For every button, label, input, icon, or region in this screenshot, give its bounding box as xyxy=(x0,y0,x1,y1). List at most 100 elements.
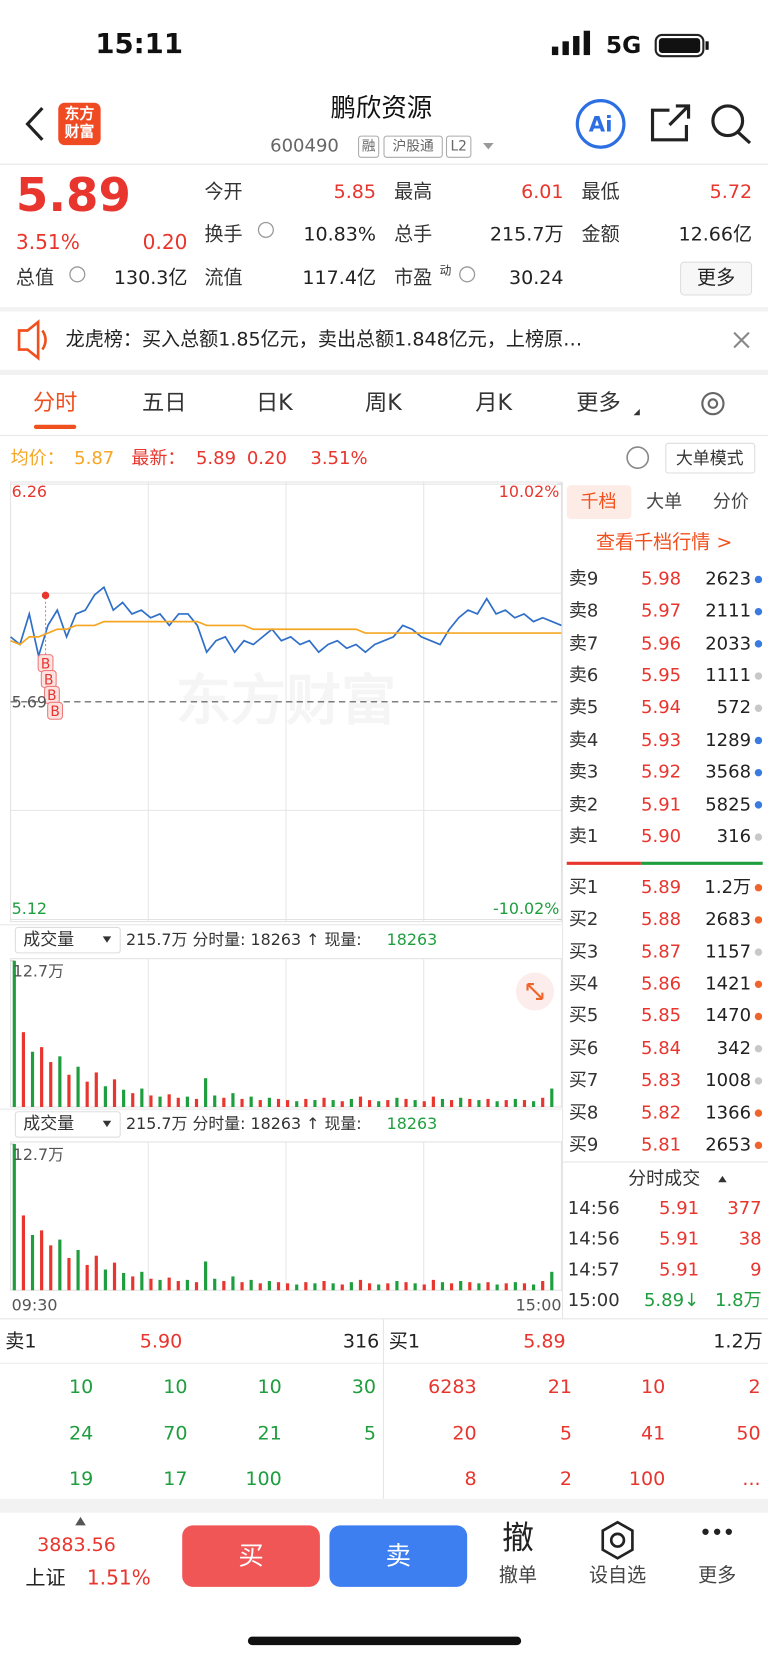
index-value: 3883.56 xyxy=(37,1534,116,1557)
volume-title[interactable]: 成交量 xyxy=(23,929,75,950)
stat-label: 总值 xyxy=(15,267,55,290)
info-icon xyxy=(257,221,274,238)
book-price: 5.93 xyxy=(641,729,682,751)
volume-bar xyxy=(413,1100,417,1107)
stat-label: 市盈 xyxy=(394,267,433,290)
volume-bar xyxy=(258,1283,262,1291)
queue-value: 20 xyxy=(452,1422,477,1445)
volume-bar xyxy=(30,1051,35,1107)
volume-bar xyxy=(122,1089,126,1107)
book-price: 5.92 xyxy=(641,761,682,784)
volume-bar xyxy=(204,1078,208,1107)
trade-price: 5.89↓ xyxy=(643,1290,700,1312)
queue-value: 100 xyxy=(245,1468,282,1491)
buy-button[interactable] xyxy=(182,1525,320,1587)
book-dot xyxy=(754,883,763,892)
volume-bar xyxy=(12,960,16,1107)
volume-bar xyxy=(213,1278,217,1291)
tab[interactable]: 分时 xyxy=(32,390,78,416)
book-price: 5.95 xyxy=(641,665,682,687)
info-avg-label: 均价： xyxy=(10,447,65,470)
volume-bar xyxy=(85,1081,89,1107)
book-label: 买2 xyxy=(568,909,599,931)
stat-label: 总手 xyxy=(394,223,433,246)
volume-bar xyxy=(541,1097,545,1107)
book-link[interactable]: 查看千档行情 > xyxy=(595,531,733,555)
cancel-icon[interactable]: 撤 xyxy=(502,1520,534,1558)
book-price: 5.84 xyxy=(641,1037,682,1060)
big-order-text[interactable]: 大单模式 xyxy=(675,448,744,469)
more-text[interactable]: 更多 xyxy=(697,267,736,290)
volume-select[interactable] xyxy=(14,926,121,954)
book-label: 买7 xyxy=(568,1070,599,1092)
book-dot xyxy=(754,1077,763,1085)
book-price: 5.89 xyxy=(641,876,682,899)
logo-text: 东方 xyxy=(64,105,95,123)
big-order-button[interactable] xyxy=(665,442,756,474)
l1-label: 买1 xyxy=(388,1330,420,1353)
x-tick-label: 15:00 xyxy=(515,1295,562,1315)
book-tab[interactable]: 分价 xyxy=(712,491,749,513)
volume-bar xyxy=(67,1074,71,1107)
volume-bar xyxy=(249,1279,253,1291)
stat-value: 30.24 xyxy=(508,267,564,290)
tab[interactable]: 日K xyxy=(255,390,293,416)
stat-value: 6.01 xyxy=(521,181,564,204)
tab[interactable]: 周K xyxy=(365,390,402,416)
buy-text[interactable]: 买 xyxy=(238,1540,264,1571)
book-label: 卖9 xyxy=(568,568,599,590)
book-dot xyxy=(754,607,763,616)
tab[interactable]: 月K xyxy=(475,390,513,416)
volume-bar xyxy=(513,1098,517,1107)
queue-value: 6283 xyxy=(428,1376,477,1399)
cancel-text[interactable]: 撤单 xyxy=(498,1564,538,1588)
book-tab[interactable]: 大单 xyxy=(646,491,683,513)
volume-bar xyxy=(504,1100,508,1107)
marker-text: B xyxy=(44,672,53,688)
watch-text[interactable]: 设自选 xyxy=(588,1564,647,1588)
more-nav-text[interactable]: 更多 xyxy=(698,1564,737,1588)
book-dot xyxy=(754,704,763,712)
book-price: 5.87 xyxy=(641,941,682,963)
trade-volume: 377 xyxy=(727,1197,762,1220)
volume-bar xyxy=(331,1283,335,1291)
volume-bar xyxy=(477,1100,481,1107)
stat-label: 今开 xyxy=(204,181,243,204)
tag xyxy=(383,135,443,158)
volume-bar xyxy=(240,1282,244,1291)
volume-bar xyxy=(21,1032,25,1107)
book-price: 5.97 xyxy=(641,600,682,623)
book-tab[interactable]: 千档 xyxy=(580,491,617,513)
queue-value: 2 xyxy=(748,1376,761,1399)
notice: 龙虎榜：买入总额1.85亿元，卖出总额1.848亿元，上榜原… xyxy=(65,328,583,351)
book-volume: 3568 xyxy=(705,761,752,784)
volume-bar xyxy=(276,1282,281,1291)
book-dot xyxy=(754,672,763,680)
volume-bar xyxy=(267,1281,271,1291)
tab[interactable]: 更多 xyxy=(576,390,621,416)
volume-bar xyxy=(413,1283,417,1291)
more-button[interactable] xyxy=(680,261,753,296)
volume-bar xyxy=(267,1097,271,1107)
info-latest: 5.89 xyxy=(195,447,237,470)
volume-bar xyxy=(94,1072,98,1107)
book-volume: 1421 xyxy=(705,973,752,995)
info-percent: 3.51% xyxy=(310,447,368,470)
tab[interactable]: 五日 xyxy=(141,390,187,416)
volume-title[interactable]: 成交量 xyxy=(23,1113,75,1134)
volume-select[interactable] xyxy=(14,1111,121,1138)
volume-bar xyxy=(30,1234,35,1291)
sell-button[interactable] xyxy=(329,1525,468,1587)
book-volume: 1.2万 xyxy=(704,876,752,899)
ai-text[interactable]: Ai xyxy=(588,111,613,137)
volume-bar xyxy=(286,1283,290,1291)
logo-text: 财富 xyxy=(64,123,95,141)
book-price: 5.91 xyxy=(641,794,682,816)
y-tick-label: 12.7万 xyxy=(12,961,64,981)
sell-text[interactable]: 卖 xyxy=(385,1540,412,1571)
info-icon xyxy=(69,266,86,283)
volume-bar xyxy=(167,1277,171,1291)
volume-bar xyxy=(395,1281,399,1291)
book-label: 卖3 xyxy=(568,761,599,784)
